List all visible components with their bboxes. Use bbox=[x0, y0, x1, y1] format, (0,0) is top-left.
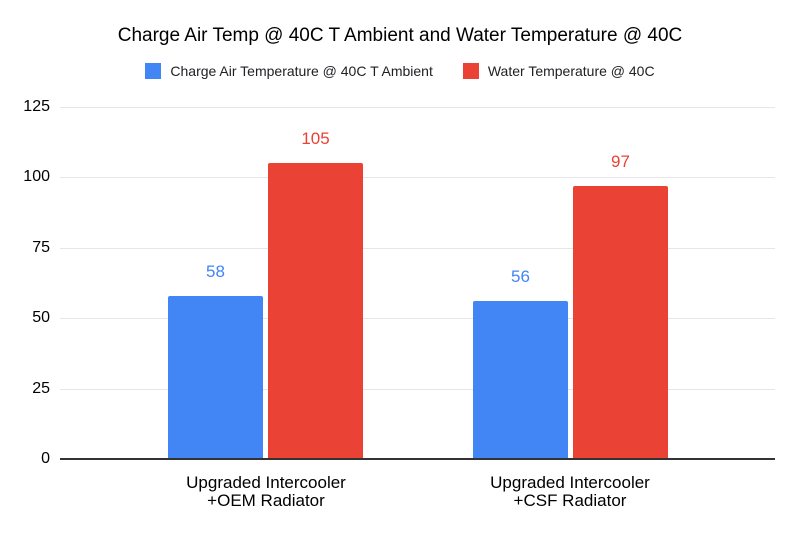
x-category-label-line: +CSF Radiator bbox=[513, 491, 627, 510]
legend-label: Water Temperature @ 40C bbox=[487, 63, 655, 79]
bar-wrap: 56 bbox=[473, 107, 568, 459]
y-tick-label: 75 bbox=[32, 238, 50, 256]
bar-wrap: 105 bbox=[268, 107, 363, 459]
gridline bbox=[60, 318, 775, 320]
y-tick-label: 125 bbox=[23, 98, 50, 115]
x-category-label-line: +OEM Radiator bbox=[207, 491, 325, 510]
y-tick-label: 0 bbox=[41, 450, 50, 467]
bar bbox=[473, 301, 568, 459]
y-tick-label: 50 bbox=[32, 309, 50, 327]
x-category-label: Upgraded Intercooler +OEM Radiator bbox=[126, 474, 406, 510]
plot-area: 58 105 56 97 bbox=[60, 107, 775, 460]
bar-value-label: 105 bbox=[301, 129, 330, 149]
legend: Charge Air Temperature @ 40C T Ambient Wa… bbox=[0, 63, 800, 79]
legend-item: Water Temperature @ 40C bbox=[462, 63, 655, 79]
legend-swatch bbox=[462, 63, 479, 79]
gridline bbox=[60, 247, 775, 249]
bar-value-label: 58 bbox=[206, 261, 225, 281]
y-axis-labels: 0 25 50 75 100 125 bbox=[0, 99, 50, 467]
x-category-label: Upgraded Intercooler +CSF Radiator bbox=[430, 474, 710, 510]
x-axis-line bbox=[60, 458, 775, 460]
chart-title: Charge Air Temp @ 40C T Ambient and Wate… bbox=[117, 25, 683, 46]
bar-wrap: 58 bbox=[168, 107, 263, 459]
legend-swatch bbox=[145, 63, 162, 79]
x-category-label-line: Upgraded Intercooler bbox=[490, 473, 650, 492]
bar-groups: 58 105 56 97 bbox=[60, 107, 775, 459]
y-tick-label: 100 bbox=[23, 168, 50, 186]
bar bbox=[168, 295, 263, 459]
bar-value-label: 56 bbox=[511, 267, 530, 287]
legend-item: Charge Air Temperature @ 40C T Ambient bbox=[145, 63, 433, 79]
bar-group: 56 97 bbox=[473, 107, 668, 459]
gridline bbox=[60, 388, 775, 390]
bar bbox=[573, 185, 668, 459]
legend-label: Charge Air Temperature @ 40C T Ambient bbox=[170, 63, 433, 79]
gridline bbox=[60, 177, 775, 179]
bar-wrap: 97 bbox=[573, 107, 668, 459]
bar bbox=[268, 163, 363, 459]
y-tick-label: 25 bbox=[32, 379, 50, 397]
bar-group: 58 105 bbox=[168, 107, 363, 459]
gridline bbox=[60, 107, 775, 108]
x-category-label-line: Upgraded Intercooler bbox=[186, 473, 346, 492]
bar-value-label: 97 bbox=[611, 151, 630, 171]
